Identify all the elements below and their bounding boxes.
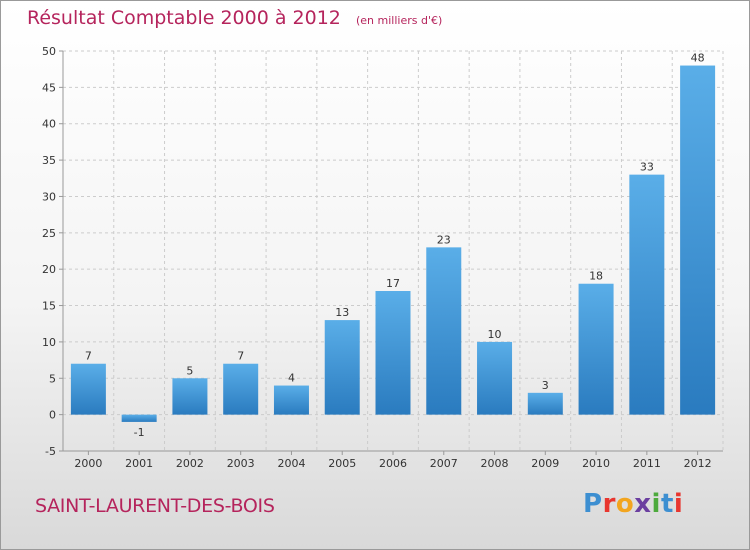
bar-2002 [172, 378, 208, 415]
x-tick-label-2003: 2003 [227, 457, 255, 470]
y-tick-label: 25 [42, 227, 56, 240]
bar-2011 [629, 174, 665, 415]
y-tick-label: 20 [42, 263, 56, 276]
x-tick-label-2010: 2010 [582, 457, 610, 470]
x-tick-label-2002: 2002 [176, 457, 204, 470]
chart-title-block: Résultat Comptable 2000 à 2012 (en milli… [27, 7, 442, 29]
bar-2012 [680, 65, 716, 415]
x-tick-label-2004: 2004 [277, 457, 305, 470]
x-tick-label-2007: 2007 [430, 457, 458, 470]
x-tick-label-2009: 2009 [531, 457, 559, 470]
x-tick-label-2008: 2008 [481, 457, 509, 470]
y-tick-label: 15 [42, 300, 56, 313]
value-label-2009: 3 [542, 379, 549, 392]
value-label-2012: 48 [691, 52, 705, 65]
x-tick-label-2005: 2005 [328, 457, 356, 470]
bar-2005 [324, 320, 360, 415]
logo-letter: i [651, 489, 661, 519]
bar-2000 [70, 363, 106, 415]
value-label-2011: 33 [640, 161, 654, 174]
bar-2006 [375, 291, 411, 415]
value-labels: 7 -1 5 7 4 13 17 23 10 3 18 33 48 [85, 52, 705, 439]
y-tick-label: 50 [42, 45, 56, 58]
logo-letter: x [634, 489, 652, 519]
chart-title: Résultat Comptable 2000 à 2012 [27, 7, 341, 29]
value-label-2007: 23 [437, 233, 451, 246]
y-tick-label: 40 [42, 118, 56, 131]
logo-letter: o [615, 489, 635, 519]
bar-2009 [527, 392, 563, 415]
value-label-2005: 13 [335, 306, 349, 319]
bar-2010 [578, 283, 614, 415]
value-label-2001: -1 [134, 426, 145, 439]
y-tick-label: 10 [42, 336, 56, 349]
x-tick-label-2000: 2000 [74, 457, 102, 470]
axes [59, 50, 723, 455]
logo-letter: i [673, 489, 684, 519]
x-tick-label-2011: 2011 [633, 457, 661, 470]
value-label-2006: 17 [386, 277, 400, 290]
bar-2004 [273, 385, 309, 415]
proxiti-logo: Proxiti [583, 489, 683, 519]
logo-letter: P [583, 489, 603, 519]
x-tick-label-2001: 2001 [125, 457, 153, 470]
y-tick-label: 5 [49, 372, 56, 385]
y-tick-label: 45 [42, 81, 56, 94]
x-tick-label-2012: 2012 [684, 457, 712, 470]
chart-unit: (en milliers d'€) [355, 14, 443, 27]
bar-2008 [477, 341, 513, 415]
y-tick-labels: -5 0 5 10 15 20 25 30 35 40 45 50 [42, 45, 56, 458]
y-tick-label: 30 [42, 190, 56, 203]
value-label-2010: 18 [589, 270, 603, 283]
x-tick-labels: 2000 2001 2002 2003 2004 2005 2006 2007 2008 2009… [74, 457, 711, 470]
logo-letter: t [660, 489, 674, 519]
bar-2007 [426, 247, 462, 415]
y-tick-label: 0 [49, 409, 56, 422]
value-label-2004: 4 [288, 372, 295, 385]
value-label-2008: 10 [488, 328, 502, 341]
value-label-2002: 5 [186, 364, 193, 377]
bar-2001 [121, 414, 157, 422]
logo-letter: r [602, 489, 616, 519]
value-label-2000: 7 [85, 350, 92, 363]
x-tick-label-2006: 2006 [379, 457, 407, 470]
y-tick-label: -5 [45, 445, 56, 458]
bar-2003 [223, 363, 259, 415]
commune-name: SAINT-LAURENT-DES-BOIS [35, 495, 275, 517]
bars [70, 65, 716, 422]
y-tick-label: 35 [42, 154, 56, 167]
value-label-2003: 7 [237, 350, 244, 363]
